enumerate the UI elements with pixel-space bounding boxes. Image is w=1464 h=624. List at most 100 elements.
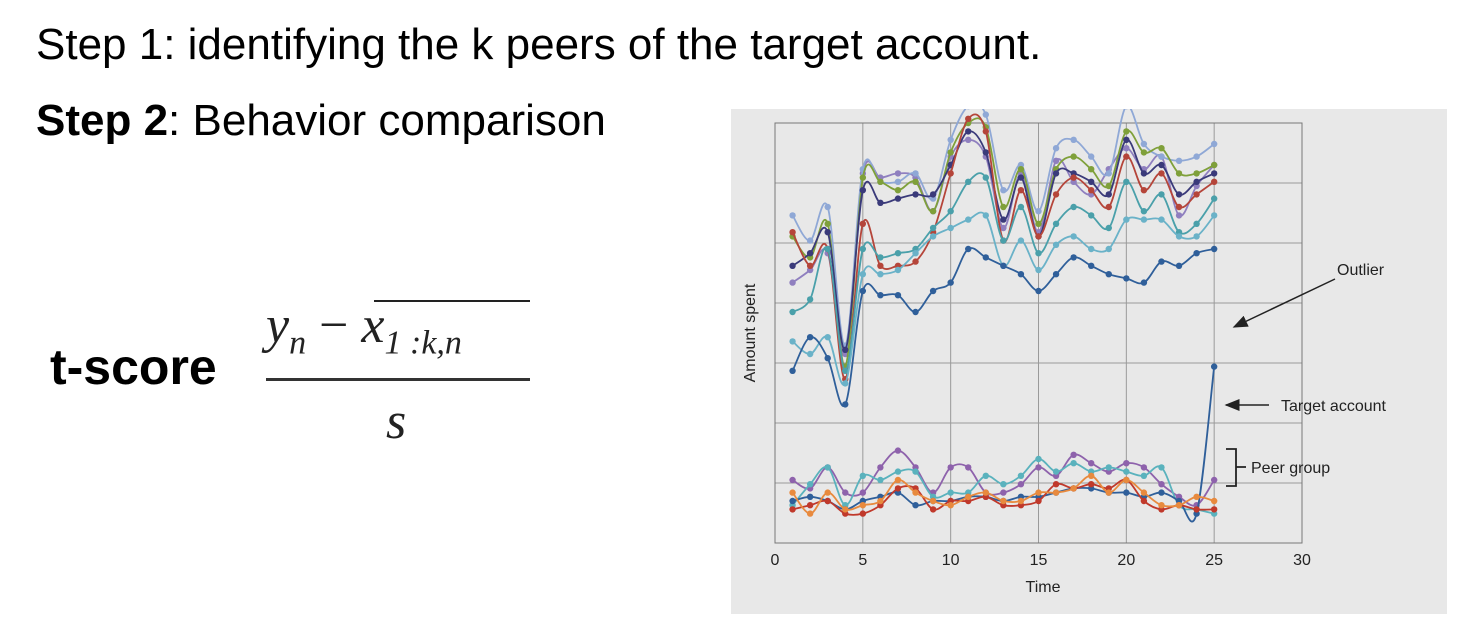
data-point xyxy=(965,136,972,143)
data-point xyxy=(1088,472,1095,479)
target-annotation: Target account xyxy=(1281,398,1387,415)
data-point xyxy=(1070,203,1077,211)
data-point xyxy=(894,292,902,299)
data-point xyxy=(789,476,796,484)
data-point xyxy=(894,476,902,484)
data-point xyxy=(1052,170,1060,177)
data-point xyxy=(859,174,867,181)
data-point xyxy=(1105,203,1112,211)
data-point xyxy=(789,229,796,236)
data-point xyxy=(1052,145,1060,152)
formula-x-sub: 1 :k,n xyxy=(384,324,462,362)
data-point xyxy=(1052,481,1060,488)
step1-heading: Step 1: identifying the k peers of the t… xyxy=(36,20,1042,69)
tscore-formula: yn − x1 :k,n s xyxy=(266,296,532,456)
data-point xyxy=(1070,485,1077,492)
data-point xyxy=(1123,136,1130,143)
outlier-annotation: Outlier xyxy=(1337,262,1385,279)
data-point xyxy=(982,174,989,181)
step2-text: : Behavior comparison xyxy=(168,96,606,145)
chart-series xyxy=(789,109,1218,523)
data-point xyxy=(877,178,884,185)
data-point xyxy=(824,497,831,505)
data-point xyxy=(894,170,902,177)
data-point xyxy=(877,199,884,206)
data-point xyxy=(1210,140,1218,148)
data-point xyxy=(1088,212,1095,219)
data-point xyxy=(1193,220,1200,227)
data-point xyxy=(806,262,814,269)
plot-frame xyxy=(774,122,1303,544)
data-point xyxy=(1158,170,1165,177)
data-point xyxy=(1052,220,1060,227)
data-point xyxy=(965,464,972,471)
data-point xyxy=(1140,216,1148,223)
data-point xyxy=(1000,262,1007,269)
data-point xyxy=(1088,481,1095,488)
data-point xyxy=(789,489,796,496)
data-point xyxy=(1175,502,1183,509)
data-point xyxy=(1123,178,1130,185)
data-point xyxy=(1123,460,1130,467)
data-point xyxy=(1193,170,1200,177)
data-point xyxy=(859,489,867,496)
data-point xyxy=(1017,497,1025,505)
data-point xyxy=(877,497,884,505)
data-point xyxy=(877,262,884,269)
data-point xyxy=(1017,187,1025,194)
data-point xyxy=(1017,166,1025,173)
data-point xyxy=(1000,224,1007,232)
data-point xyxy=(965,128,972,135)
data-point xyxy=(842,367,849,374)
data-point xyxy=(1035,250,1042,257)
data-point xyxy=(1158,161,1165,169)
outlier-arrow xyxy=(1232,278,1336,328)
data-point xyxy=(1035,220,1042,227)
data-point xyxy=(1105,271,1112,278)
data-point xyxy=(1017,472,1025,479)
data-point xyxy=(1000,237,1007,244)
data-point xyxy=(894,485,902,492)
data-point xyxy=(1035,233,1042,240)
data-point xyxy=(1123,275,1130,282)
data-point xyxy=(947,136,954,143)
data-point xyxy=(982,128,989,135)
data-point xyxy=(1105,191,1112,198)
data-point xyxy=(1052,468,1060,475)
data-point xyxy=(1140,497,1148,505)
data-point xyxy=(1017,481,1025,488)
x-tick-label: 25 xyxy=(1205,552,1223,569)
step2-label: Step 2 xyxy=(36,96,169,145)
data-point xyxy=(1210,497,1218,505)
data-point xyxy=(894,195,902,202)
data-point xyxy=(877,476,884,484)
data-point xyxy=(1070,136,1077,143)
data-point xyxy=(947,149,954,156)
data-point xyxy=(1158,258,1165,265)
data-point xyxy=(1105,170,1112,177)
data-point xyxy=(1193,233,1200,240)
data-point xyxy=(1158,464,1165,471)
data-point xyxy=(824,245,831,253)
data-point xyxy=(806,502,814,509)
data-point xyxy=(824,355,831,362)
data-point xyxy=(947,170,954,177)
formula-denominator: s xyxy=(386,393,407,450)
data-point xyxy=(789,279,796,286)
data-point xyxy=(1175,233,1183,240)
data-point xyxy=(1210,363,1218,370)
data-point xyxy=(1017,237,1025,244)
data-point xyxy=(1123,476,1130,484)
data-point xyxy=(1070,233,1077,240)
data-point xyxy=(1088,187,1095,194)
data-point xyxy=(947,279,954,286)
data-point xyxy=(842,401,849,408)
data-point xyxy=(1210,170,1218,177)
data-point xyxy=(1158,145,1165,152)
x-tick-label: 15 xyxy=(1030,552,1048,569)
data-point xyxy=(1070,451,1077,458)
data-point xyxy=(929,191,937,198)
data-point xyxy=(965,245,972,253)
data-point xyxy=(982,149,989,156)
data-point xyxy=(912,178,919,185)
